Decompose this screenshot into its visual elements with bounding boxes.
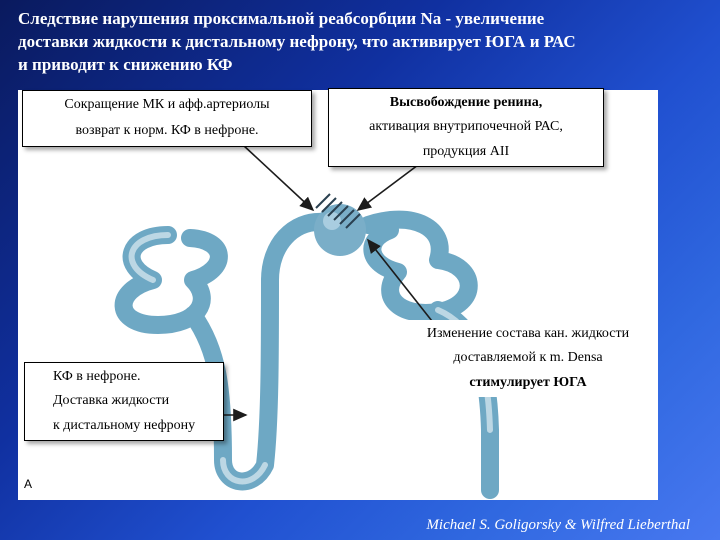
diagram-canvas: A Сокращение МК и афф.артериолы возврат … (18, 90, 658, 500)
box-right-bottom-l2: доставляемой к m. Densa (404, 348, 652, 368)
title-line-1: Следствие нарушения проксимальной реабсо… (18, 8, 702, 31)
attribution-text: Michael S. Goligorsky & Wilfred Lieberth… (426, 517, 690, 534)
box-left-bottom-l1: КФ в нефроне. (53, 367, 217, 387)
box-right-bottom: Изменение состава кан. жидкости доставля… (398, 320, 658, 397)
glomerulus (314, 204, 366, 256)
box-right-bottom-l1: Изменение состава кан. жидкости (404, 324, 652, 344)
box-left-top: Сокращение МК и афф.артериолы возврат к … (22, 90, 312, 147)
box-left-bottom-l3: к дистальному нефрону (53, 416, 217, 436)
box-right-top-l2: активация внутрипочечной РАС, (335, 117, 597, 137)
panel-label-a: A (24, 477, 32, 491)
box-left-bottom: КФ в нефроне. Доставка жидкости к дистал… (24, 362, 224, 441)
title-line-3: и приводит к снижению КФ (18, 54, 702, 77)
slide-title: Следствие нарушения проксимальной реабсо… (18, 8, 702, 77)
box-right-top: Высвобождение ренина, активация внутрипо… (328, 88, 604, 167)
box-right-top-l3: продукция AII (335, 142, 597, 162)
box-right-top-l1: Высвобождение ренина, (335, 93, 597, 113)
box-left-top-l2: возврат к норм. КФ в нефроне. (29, 121, 305, 141)
box-left-bottom-l2: Доставка жидкости (53, 391, 217, 411)
title-line-2: доставки жидкости к дистальному нефрону,… (18, 31, 702, 54)
box-right-bottom-l3: стимулирует ЮГА (404, 373, 652, 393)
box-left-top-l1: Сокращение МК и афф.артериолы (29, 95, 305, 115)
